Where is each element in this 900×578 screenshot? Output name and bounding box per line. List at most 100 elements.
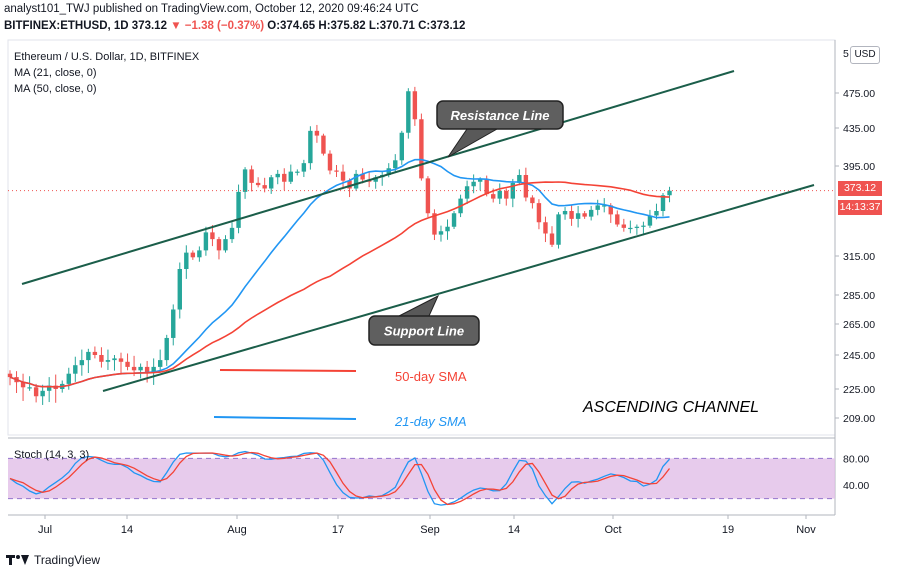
price-tick-label: 315.00	[843, 251, 875, 263]
candle-body	[647, 215, 653, 226]
candle-body	[412, 91, 418, 120]
sma50-annotation: 50-day SMA	[395, 369, 467, 384]
price-tick-label: 475.00	[843, 88, 875, 100]
ma21-line	[9, 158, 670, 388]
candle-body	[504, 190, 509, 199]
ma50-legend[interactable]: MA (50, close, 0)	[14, 83, 97, 95]
time-tick-label: Oct	[604, 524, 621, 536]
candle-body	[360, 173, 365, 180]
candle-body	[536, 203, 542, 223]
candle-body	[634, 226, 640, 228]
candle-body	[660, 195, 666, 211]
candle-body	[582, 213, 587, 217]
candle-body	[484, 179, 489, 195]
candle-body	[210, 232, 215, 240]
price-tick-label: 285.00	[843, 290, 875, 302]
candle-body	[118, 358, 124, 362]
footer: TradingView	[6, 553, 100, 567]
ma21-legend[interactable]: MA (21, close, 0)	[14, 67, 97, 79]
candle-body	[667, 190, 672, 196]
candle-body	[588, 209, 594, 217]
candle-body	[477, 179, 483, 182]
support-trendline	[102, 184, 815, 392]
candle-body	[242, 169, 248, 192]
candle-body	[340, 171, 346, 181]
candle-body	[562, 211, 568, 215]
candle-body	[393, 160, 398, 169]
candle-body	[373, 177, 378, 182]
candle-body	[615, 214, 620, 225]
candle-body	[425, 178, 431, 214]
stoch-tick-label: 40.00	[843, 480, 869, 492]
time-tick-label: 19	[722, 524, 734, 536]
candle-body	[7, 373, 13, 378]
candle-body	[386, 168, 391, 175]
price-tick-label: 5	[843, 48, 849, 60]
candle-body	[86, 351, 91, 361]
ma50-line	[9, 181, 670, 388]
symbol-summary: BITFINEX:ETHUSD, 1D 373.12 ▼ −1.38 (−0.3…	[4, 20, 465, 32]
candle-body	[308, 130, 313, 164]
symbol-name: BITFINEX:ETHUSD, 1D	[4, 20, 129, 32]
time-tick-label: Aug	[227, 524, 247, 536]
candle-body	[262, 185, 267, 189]
candle-body	[223, 239, 228, 251]
candle-body	[549, 233, 555, 245]
candle-body	[184, 252, 189, 269]
candle-body	[438, 231, 444, 235]
candle-body	[255, 182, 261, 186]
candle-body	[275, 173, 280, 178]
price-tick-label: 435.00	[843, 123, 875, 135]
candle-body	[491, 194, 496, 199]
candle-body	[92, 351, 98, 355]
candle-body	[46, 385, 52, 391]
candle-body	[321, 135, 326, 154]
candle-body	[79, 360, 85, 366]
time-tick-label: 14	[121, 524, 133, 536]
price-change: ▼ −1.38 (−0.37%)	[170, 20, 265, 32]
candle-body	[556, 214, 561, 245]
candle-body	[406, 91, 411, 133]
candle-body	[464, 186, 470, 199]
price-tick-label: 395.00	[843, 161, 875, 173]
support-callout-label: Support Line	[384, 324, 464, 339]
price-tick-label: 225.00	[843, 384, 875, 396]
currency-button[interactable]: USD	[850, 46, 880, 64]
sma50-sample-line	[219, 369, 357, 372]
candle-body	[471, 181, 476, 187]
candle-body	[451, 213, 457, 227]
candle-body	[203, 232, 209, 251]
candle-body	[171, 309, 176, 338]
footer-brand[interactable]: TradingView	[34, 553, 101, 567]
candle-body	[282, 173, 287, 182]
channel-annotation: ASCENDING CHANNEL	[582, 399, 759, 416]
candle-body	[654, 211, 659, 216]
candle-body	[20, 382, 26, 388]
candle-body	[523, 175, 529, 198]
candle-body	[432, 213, 437, 235]
candle-body	[543, 222, 548, 234]
candle-body	[144, 366, 150, 372]
candle-body	[419, 119, 424, 179]
candle-body	[602, 205, 607, 207]
candle-body	[151, 366, 156, 372]
chart-legend-title: Ethereum / U.S. Dollar, 1D, BITFINEX	[14, 51, 200, 63]
time-tick-label: Jul	[38, 524, 52, 536]
candle-body	[216, 239, 222, 251]
resistance-callout-label: Resistance Line	[451, 108, 550, 123]
price-tick-label: 265.00	[843, 319, 875, 331]
resistance-callout-box	[436, 100, 564, 130]
bar-countdown: 14:13:37	[838, 200, 882, 215]
candle-body	[138, 366, 143, 371]
support-callout-box	[368, 315, 480, 346]
candle-body	[269, 177, 274, 189]
stoch-legend: Stoch (14, 3, 3)	[14, 449, 89, 461]
candle-body	[229, 227, 235, 240]
candle-body	[347, 180, 352, 189]
last-price: 373.12	[131, 20, 167, 32]
candle-body	[569, 211, 574, 219]
publish-info: analyst101_TWJ published on TradingView.…	[4, 3, 419, 15]
sma21-sample-line	[213, 416, 357, 420]
candle-body	[99, 355, 104, 362]
